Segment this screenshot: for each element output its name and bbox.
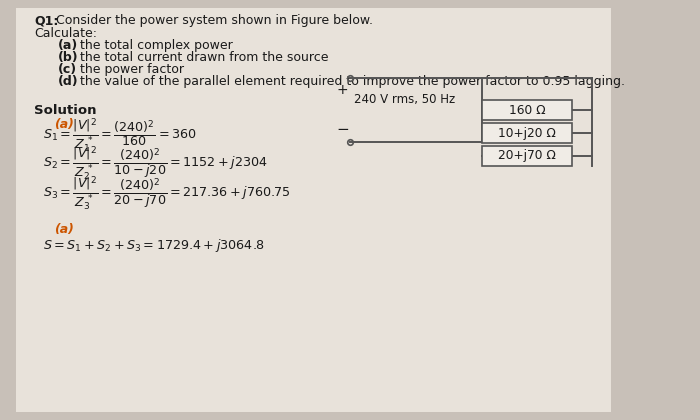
Text: Q1:: Q1: — [34, 14, 58, 27]
Text: the total complex power: the total complex power — [76, 39, 233, 52]
Text: (a): (a) — [54, 223, 74, 236]
Text: 10+j20 Ω: 10+j20 Ω — [498, 126, 556, 139]
Text: $S = S_1 + S_2 + S_3 = 1729.4 + j3064.8$: $S = S_1 + S_2 + S_3 = 1729.4 + j3064.8$ — [43, 237, 265, 254]
Text: $S_2 = \dfrac{|V|^2}{Z_2^{\,*}} = \dfrac{(240)^2}{10-j20} = 1152 + j2304$: $S_2 = \dfrac{|V|^2}{Z_2^{\,*}} = \dfrac… — [43, 145, 267, 183]
Text: 240 V rms, 50 Hz: 240 V rms, 50 Hz — [354, 94, 456, 107]
Text: +: + — [337, 83, 349, 97]
Text: $S_3 = \dfrac{|V|^2}{Z_3^{\,*}} = \dfrac{(240)^2}{20-j70} = 217.36 + j760.75$: $S_3 = \dfrac{|V|^2}{Z_3^{\,*}} = \dfrac… — [43, 175, 290, 213]
Text: the power factor: the power factor — [76, 63, 184, 76]
Text: Calculate:: Calculate: — [34, 27, 97, 40]
Text: (d): (d) — [58, 75, 79, 88]
Text: $S_1 = \dfrac{|V|^2}{Z_1^{\,*}} = \dfrac{(240)^2}{160} = 360$: $S_1 = \dfrac{|V|^2}{Z_1^{\,*}} = \dfrac… — [43, 117, 197, 155]
Text: (b): (b) — [58, 51, 79, 64]
Text: 20+j70 Ω: 20+j70 Ω — [498, 150, 556, 163]
Text: (c): (c) — [58, 63, 78, 76]
Text: the total current drawn from the source: the total current drawn from the source — [76, 51, 329, 64]
Text: Solution: Solution — [34, 104, 97, 117]
Text: the value of the parallel element required to improve the power factor to 0.95 l: the value of the parallel element requir… — [76, 75, 625, 88]
Text: (a): (a) — [54, 118, 74, 131]
Bar — [482, 146, 572, 166]
Text: −: − — [336, 122, 349, 137]
Text: Consider the power system shown in Figure below.: Consider the power system shown in Figur… — [55, 14, 372, 27]
FancyBboxPatch shape — [16, 8, 612, 412]
Bar — [482, 100, 572, 120]
Bar — [482, 123, 572, 143]
Text: (a): (a) — [58, 39, 78, 52]
Text: 160 Ω: 160 Ω — [509, 103, 545, 116]
